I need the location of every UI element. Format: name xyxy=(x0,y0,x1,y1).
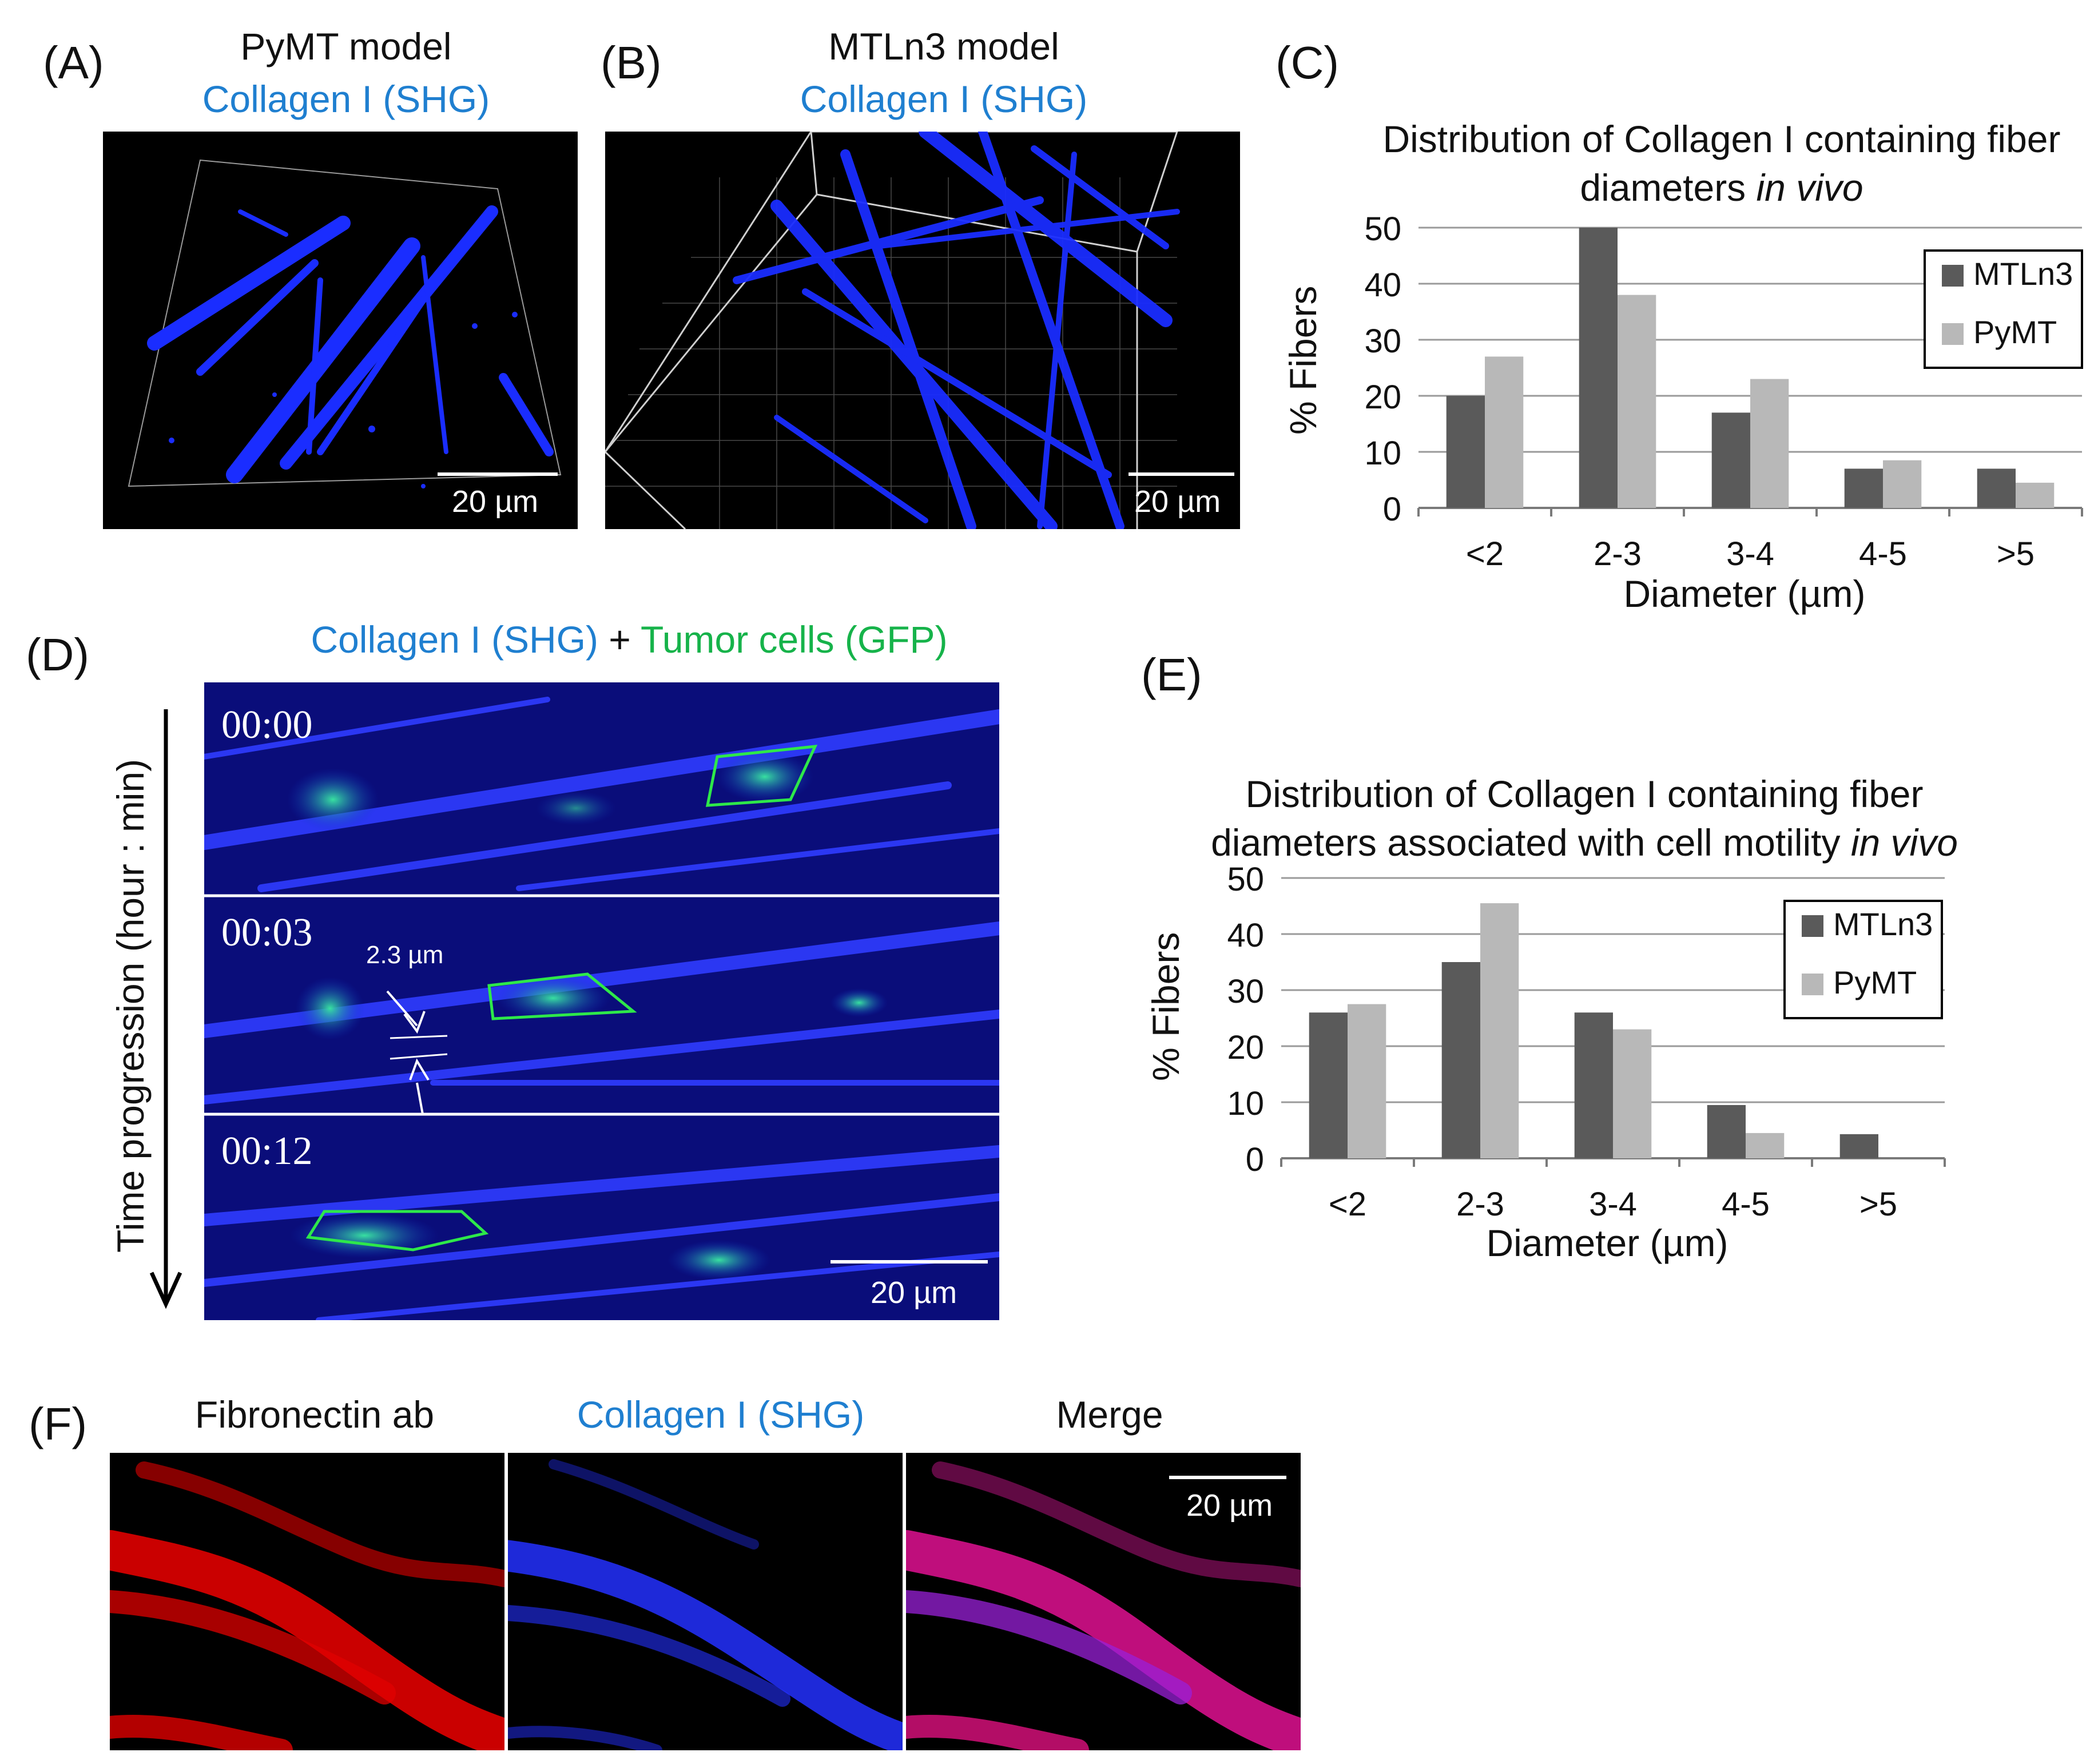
panel-f-collagen-image xyxy=(508,1453,903,1750)
chart-c-bar-pymt xyxy=(1750,379,1789,508)
chart-e-category-label: <2 xyxy=(1329,1186,1366,1223)
chart-c-ytick-label: 30 xyxy=(1364,323,1401,360)
panel-a-title: PyMT model xyxy=(240,25,452,67)
chart-e-bar-mtln3 xyxy=(1441,962,1480,1158)
chart-e-bar-pymt xyxy=(1613,1029,1652,1158)
chart-c-ytick-label: 40 xyxy=(1364,267,1401,304)
chart-c-bar-pymt xyxy=(1485,356,1524,508)
chart-c-legend-label: MTLn3 xyxy=(1973,256,2073,292)
chart-c-legend-swatch xyxy=(1942,265,1964,287)
panel-f-fibronectin-image xyxy=(110,1453,504,1750)
chart-c-category-label: 2-3 xyxy=(1594,535,1642,573)
chart-e-legend-swatch xyxy=(1802,915,1823,937)
chart-c-title-line1: Distribution of Collagen I containing fi… xyxy=(1382,118,2061,160)
chart-c-category-label: <2 xyxy=(1466,535,1504,573)
chart-c-bar-mtln3 xyxy=(1977,468,2016,508)
panel-f-title-fibronectin: Fibronectin ab xyxy=(194,1393,435,1436)
chart-c-category-label: >5 xyxy=(1997,535,2035,573)
panel-f-merge-image: 20 µm xyxy=(906,1453,1301,1750)
frame-2-timestamp: 00:03 xyxy=(221,911,313,955)
chart-e-bar-mtln3 xyxy=(1839,1134,1878,1158)
chart-c-ytick-label: 10 xyxy=(1364,435,1401,472)
panel-d-scale-bar xyxy=(831,1260,988,1264)
chart-c-ytick-label: 20 xyxy=(1364,379,1401,416)
chart-c-legend-label: PyMT xyxy=(1973,314,2057,350)
chart-c-bar-mtln3 xyxy=(1446,396,1485,508)
chart-e-bar-pymt xyxy=(1746,1133,1785,1158)
panel-a-scale-bar xyxy=(438,472,558,476)
chart-e-bar-mtln3 xyxy=(1309,1012,1348,1158)
panel-f-scale-bar xyxy=(1169,1476,1286,1479)
panel-a-subtitle: Collagen I (SHG) xyxy=(202,78,490,120)
chart-c-bar-pymt xyxy=(2016,482,2055,508)
chart-c-bar-mtln3 xyxy=(1844,468,1883,508)
chart-c-legend-swatch xyxy=(1942,323,1964,345)
chart-e-legend-label: PyMT xyxy=(1833,964,1917,1000)
chart-c-ytick-label: 50 xyxy=(1364,210,1401,248)
chart-c-bar-mtln3 xyxy=(1711,412,1750,508)
chart-c-ytick-label: 0 xyxy=(1383,491,1401,528)
chart-c-bar-pymt xyxy=(1883,460,1922,508)
chart-e-ytick-label: 20 xyxy=(1227,1029,1264,1066)
panel-f-title-merge: Merge xyxy=(1056,1393,1163,1436)
chart-e-bar-mtln3 xyxy=(1574,1012,1613,1158)
frame-3-timestamp: 00:12 xyxy=(221,1129,313,1173)
panel-f-label: (F) xyxy=(29,1399,88,1449)
frame-1-timestamp: 00:00 xyxy=(221,703,313,747)
panel-f-scale-label: 20 µm xyxy=(1186,1488,1273,1523)
fiber-measurement-label: 2.3 µm xyxy=(366,941,444,969)
chart-e-category-label: 3-4 xyxy=(1589,1186,1637,1223)
panel-a-image: 20 µm xyxy=(103,132,578,529)
chart-e-ytick-label: 40 xyxy=(1227,917,1264,954)
panel-b-scale-bar xyxy=(1129,472,1234,476)
panel-f-title-collagen: Collagen I (SHG) xyxy=(577,1393,865,1436)
panel-a-scale-label: 20 µm xyxy=(452,484,539,519)
panel-b-subtitle: Collagen I (SHG) xyxy=(800,78,1088,120)
time-arrow-icon xyxy=(149,709,182,1309)
chart-e-title-line1: Distribution of Collagen I containing fi… xyxy=(1245,773,1924,815)
chart-c-category-label: 3-4 xyxy=(1726,535,1774,573)
chart-c-category-label: 4-5 xyxy=(1859,535,1907,573)
chart-e-title-line2: diameters associated with cell motility … xyxy=(1211,821,1958,864)
panel-d-image: 00:00 00:03 00:12 2.3 µm 20 µm xyxy=(204,682,999,1320)
chart-e-ytick-label: 0 xyxy=(1246,1141,1264,1178)
chart-e-category-label: >5 xyxy=(1859,1186,1897,1223)
panel-b-label: (B) xyxy=(601,37,662,88)
chart-e-ytick-label: 10 xyxy=(1227,1085,1264,1122)
panel-c-label: (C) xyxy=(1276,37,1340,88)
panel-b-image: 20 µm xyxy=(605,132,1240,529)
panel-a-label: (A) xyxy=(43,37,104,88)
chart-c-xlabel: Diameter (µm) xyxy=(1623,573,1866,615)
chart-e-ytick-label: 50 xyxy=(1227,861,1264,898)
chart-e-xlabel: Diameter (µm) xyxy=(1486,1222,1729,1264)
panel-e-label: (E) xyxy=(1141,649,1202,700)
chart-c-bar-mtln3 xyxy=(1579,228,1618,508)
chart-c-bar-pymt xyxy=(1618,295,1656,508)
panel-d-scale-label: 20 µm xyxy=(871,1276,957,1310)
panel-d-label: (D) xyxy=(26,629,90,680)
chart-e-bar-pymt xyxy=(1348,1004,1386,1158)
chart-e-category-label: 4-5 xyxy=(1722,1186,1770,1223)
panel-d-title: Collagen I (SHG) + Tumor cells (GFP) xyxy=(311,618,948,661)
panel-b-scale-label: 20 µm xyxy=(1134,484,1221,519)
chart-e-category-label: 2-3 xyxy=(1456,1186,1504,1223)
chart-e-bar-mtln3 xyxy=(1707,1105,1746,1158)
chart-e-bar-pymt xyxy=(1480,903,1519,1158)
chart-e-ytick-label: 30 xyxy=(1227,973,1264,1010)
chart-e-legend-swatch xyxy=(1802,974,1823,995)
chart-e-legend-label: MTLn3 xyxy=(1833,906,1933,942)
panel-b-title: MTLn3 model xyxy=(828,25,1059,67)
chart-c-title-line2: diameters in vivo xyxy=(1580,166,1863,209)
